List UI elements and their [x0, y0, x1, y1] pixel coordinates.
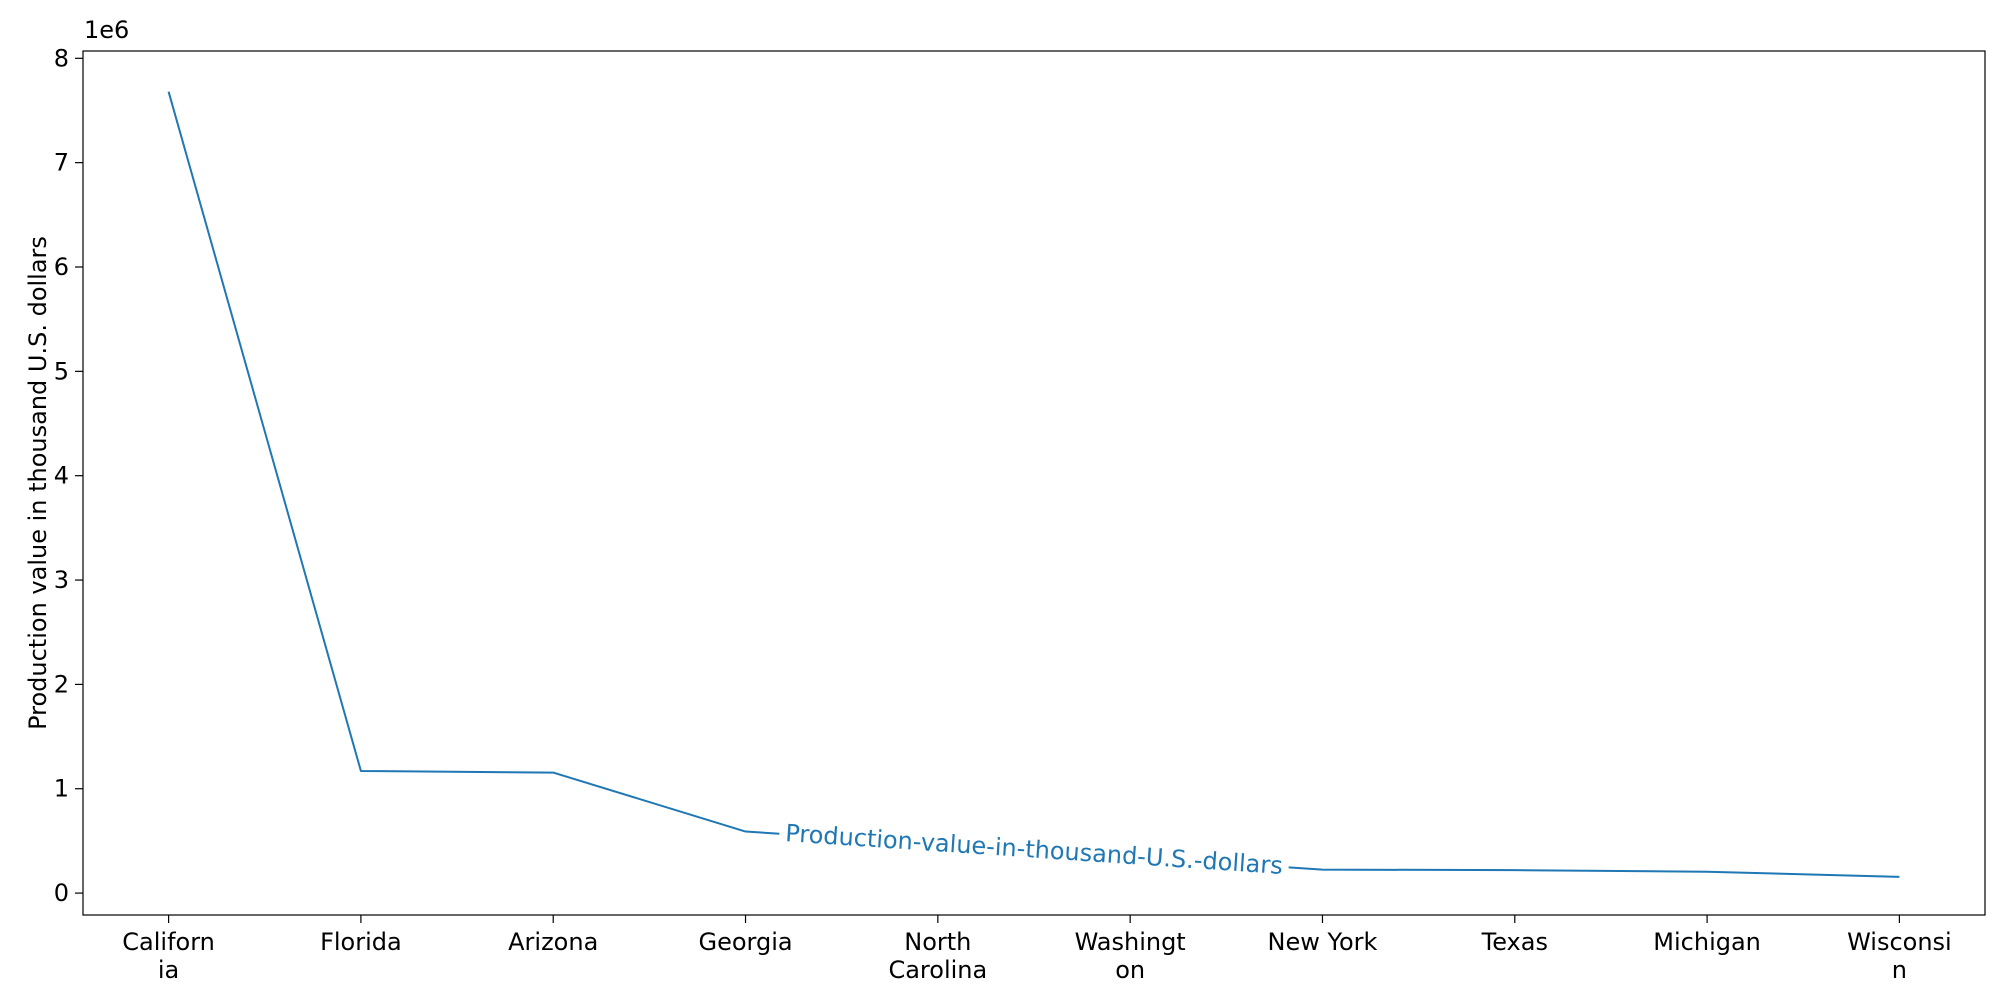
x-tick-label-line: on	[1115, 956, 1145, 984]
y-axis: 0 1 2 3 4 5 6 7 8	[54, 44, 83, 907]
x-tick-label-line: n	[1892, 956, 1907, 984]
y-tick-label: 3	[54, 566, 69, 594]
series-line	[167, 91, 780, 835]
y-tick-label: 6	[54, 253, 69, 281]
x-axis: Californ ia Florida Arizona Georgia North Caro…	[122, 915, 1952, 984]
x-tick-label: Washingt on	[1075, 928, 1186, 984]
x-tick-label: Wisconsi n	[1847, 928, 1952, 984]
x-tick-label-line: Wisconsi	[1847, 928, 1952, 956]
x-tick-label: Florida	[320, 928, 402, 956]
y-tick-label: 7	[54, 149, 69, 177]
y-tick-label: 0	[54, 879, 69, 907]
x-tick-label: North Carolina	[888, 928, 987, 984]
y-axis-multiplier: 1e6	[84, 16, 129, 44]
y-tick-label: 5	[54, 357, 69, 385]
x-tick-label-line: Michigan	[1653, 928, 1761, 956]
y-tick-label: 1	[54, 775, 69, 803]
x-tick-label-line: Californ	[122, 928, 215, 956]
x-tick-label: Arizona	[508, 928, 598, 956]
x-tick-label: Michigan	[1653, 928, 1761, 956]
x-tick-label-line: New York	[1268, 928, 1378, 956]
x-tick-label-line: Texas	[1481, 928, 1548, 956]
x-tick-label-line: Carolina	[888, 956, 987, 984]
x-tick-label-line: Washingt	[1075, 928, 1186, 956]
x-tick-label: Georgia	[698, 928, 792, 956]
x-tick-label-line: Arizona	[508, 928, 598, 956]
y-tick-label: 8	[54, 44, 69, 72]
x-tick-label-line: Florida	[320, 928, 402, 956]
y-tick-label: 4	[54, 462, 69, 490]
series-line	[1288, 866, 1900, 878]
y-tick-label: 2	[54, 670, 69, 698]
plot-frame	[82, 50, 1986, 916]
x-tick-label: Texas	[1481, 928, 1548, 956]
x-tick-label-line: Georgia	[698, 928, 792, 956]
x-tick-label-line: North	[904, 928, 971, 956]
x-tick-label-line: ia	[158, 956, 179, 984]
x-tick-label: New York	[1268, 928, 1378, 956]
y-axis-title: Production value in thousand U.S. dollar…	[24, 236, 52, 730]
x-tick-label: Californ ia	[122, 928, 215, 984]
